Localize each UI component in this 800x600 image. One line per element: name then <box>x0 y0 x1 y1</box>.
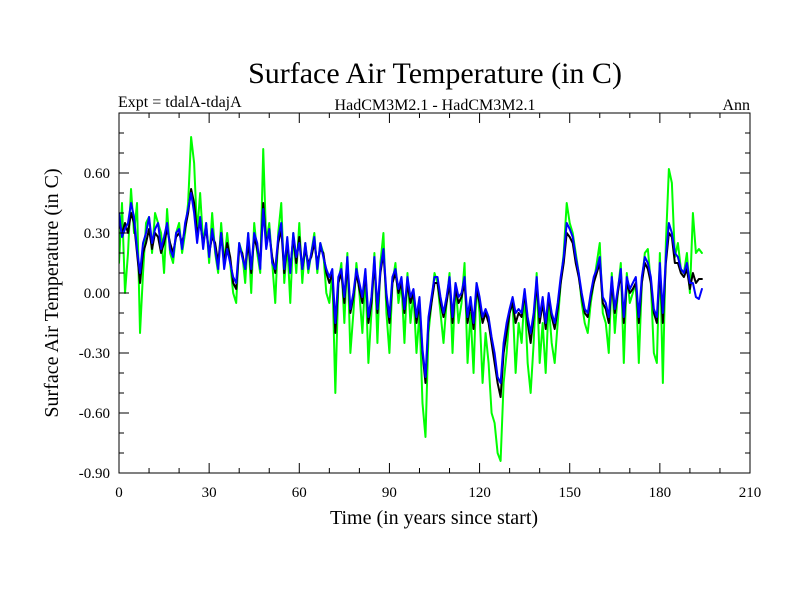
x-tick-label: 210 <box>739 485 762 501</box>
y-tick-label: -0.90 <box>79 466 110 482</box>
y-axis-label: Surface Air Temperature (in C) <box>41 168 63 417</box>
x-tick-label: 30 <box>202 485 217 501</box>
series-line-blue <box>119 192 703 384</box>
model-label: HadCM3M2.1 - HadCM3M2.1 <box>335 97 536 114</box>
y-tick-label: 0.00 <box>84 286 110 302</box>
y-tick-label: -0.60 <box>79 406 110 422</box>
plot-frame <box>118 112 751 474</box>
ticks-layer: 0 30 60 90 120 150 180 210 -0.90 -0.60 -0.30 0.00 0.… <box>79 113 762 501</box>
x-tick-label: 90 <box>382 485 397 501</box>
y-tick-label: 0.60 <box>84 166 110 182</box>
x-axis-label: Time (in years since start) <box>330 507 538 529</box>
season-label: Ann <box>722 97 750 114</box>
x-tick-label: 180 <box>649 485 672 501</box>
chart-title: Surface Air Temperature (in C) <box>248 57 622 90</box>
x-tick-label: 120 <box>468 485 491 501</box>
experiment-label: Expt = tdalA-tdajA <box>118 94 242 111</box>
series-layer <box>119 136 703 462</box>
x-tick-label: 60 <box>292 485 307 501</box>
y-tick-label: 0.30 <box>84 226 110 242</box>
x-tick-label: 150 <box>558 485 581 501</box>
x-tick-label: 0 <box>115 485 123 501</box>
y-tick-label: -0.30 <box>79 346 110 362</box>
